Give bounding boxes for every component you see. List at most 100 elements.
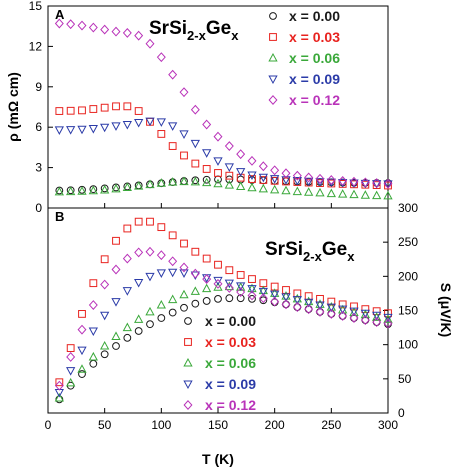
- data-point: [191, 159, 200, 168]
- data-point: [304, 177, 314, 187]
- data-point: [338, 189, 348, 198]
- data-point: [156, 269, 166, 278]
- data-point: [383, 314, 393, 323]
- data-point: [304, 172, 314, 183]
- panel-b-title-sub: 2-x: [303, 249, 323, 264]
- legend-label: x = 0.00: [289, 8, 340, 24]
- data-point: [270, 184, 280, 194]
- panel-a-points: [54, 18, 393, 200]
- panel-a-x-ticks: [47, 203, 389, 208]
- x-tick-label: 200: [265, 418, 285, 432]
- panel-b: B SrSi2-xGex S (μV/K) T (K) 0 50 100 150 200…: [45, 201, 454, 467]
- data-point: [259, 279, 268, 288]
- data-point: [190, 139, 200, 149]
- data-point: [55, 107, 64, 115]
- data-point: [248, 275, 256, 283]
- legend-label: x = 0.03: [289, 29, 340, 45]
- data-point: [66, 106, 75, 115]
- data-point: [248, 294, 256, 303]
- data-point: [122, 121, 132, 130]
- data-point: [214, 294, 222, 303]
- data-point: [66, 126, 76, 135]
- data-point: [236, 173, 245, 182]
- panel-a-title-sub: 2-x: [187, 28, 207, 43]
- legend-label: x = 0.00: [205, 313, 256, 329]
- data-point: [122, 27, 132, 38]
- data-point: [281, 293, 291, 302]
- data-point: [88, 185, 98, 195]
- data-point: [122, 287, 132, 296]
- legend-label: x = 0.06: [289, 50, 340, 66]
- data-point: [315, 187, 325, 197]
- data-point: [156, 250, 166, 261]
- data-point: [123, 224, 132, 233]
- data-point: [236, 287, 246, 297]
- data-point: [372, 312, 382, 321]
- legend-marker: [268, 75, 278, 85]
- y-tick-label: 0: [35, 201, 42, 215]
- data-point: [179, 176, 189, 186]
- data-point: [78, 370, 86, 378]
- data-point: [326, 308, 336, 319]
- data-point: [326, 303, 336, 313]
- panel-b-title-mid: Ge: [322, 239, 347, 260]
- data-point: [258, 161, 268, 172]
- legend-label: x = 0.12: [289, 92, 340, 108]
- legend-marker: [269, 33, 277, 41]
- data-point: [134, 327, 143, 335]
- data-point: [270, 165, 280, 176]
- data-point: [168, 308, 177, 317]
- data-point: [338, 175, 348, 186]
- data-point: [338, 300, 347, 309]
- data-point: [55, 378, 64, 387]
- data-point: [66, 19, 76, 30]
- data-point: [213, 282, 223, 291]
- data-point: [134, 118, 144, 128]
- data-point: [281, 185, 291, 195]
- data-point: [383, 318, 393, 329]
- panel-b-label: B: [55, 209, 64, 224]
- y-tick-label: 9: [35, 80, 42, 94]
- series-1: [55, 102, 392, 190]
- data-point: [259, 176, 268, 184]
- data-point: [292, 170, 302, 181]
- panel-b-title: SrSi2-xGex: [265, 239, 355, 264]
- data-point: [225, 266, 234, 275]
- data-point: [134, 278, 144, 288]
- data-point: [100, 184, 110, 194]
- panel-a: A SrSi2-xGex ρ (mΩ cm) 0 3 6 9 12 15 x = 0.00…: [5, 0, 393, 215]
- y-tick-label: 250: [398, 235, 418, 249]
- data-point: [236, 282, 246, 291]
- data-point: [270, 296, 280, 307]
- data-point: [88, 351, 98, 361]
- data-point: [66, 186, 76, 196]
- data-point: [89, 105, 98, 113]
- y-tick-label: 0: [398, 406, 405, 420]
- x-tick-label: 250: [321, 418, 341, 432]
- data-point: [202, 254, 211, 263]
- data-point: [146, 217, 154, 226]
- data-point: [168, 294, 178, 304]
- data-point: [145, 246, 155, 257]
- data-point: [360, 190, 370, 199]
- data-point: [168, 231, 177, 240]
- data-point: [202, 165, 211, 173]
- data-point: [78, 310, 86, 318]
- data-point: [77, 186, 87, 195]
- data-point: [292, 186, 302, 196]
- data-point: [180, 303, 188, 312]
- data-point: [383, 178, 393, 189]
- data-point: [213, 178, 223, 188]
- data-point: [66, 377, 76, 387]
- data-point: [202, 297, 211, 305]
- data-point: [190, 286, 200, 295]
- data-point: [88, 327, 98, 337]
- legend-marker: [183, 400, 193, 410]
- data-point: [180, 151, 188, 160]
- data-point: [190, 176, 200, 186]
- data-point: [111, 122, 121, 131]
- data-point: [77, 346, 87, 356]
- data-point: [372, 307, 381, 316]
- data-point: [224, 279, 234, 289]
- data-point: [292, 296, 302, 305]
